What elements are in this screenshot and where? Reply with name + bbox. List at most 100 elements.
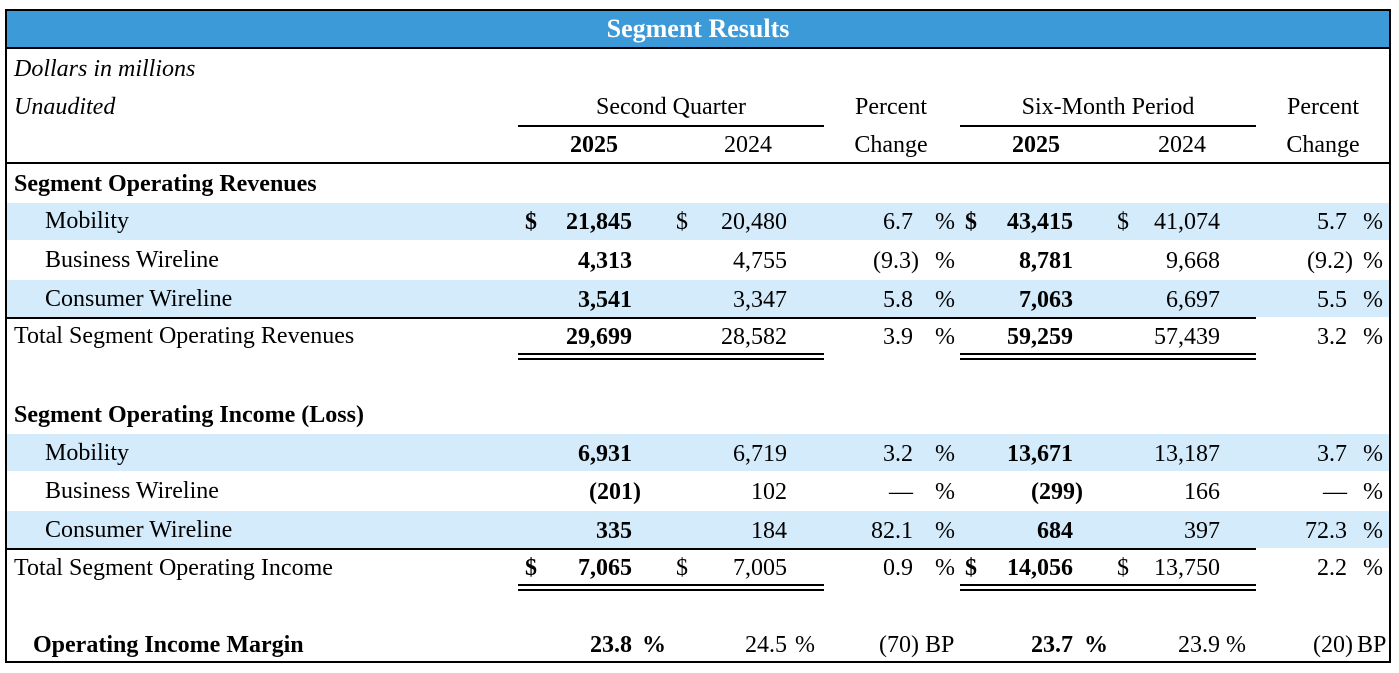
q-change-value: 6.7 bbox=[883, 209, 913, 235]
units-note: Dollars in millions bbox=[14, 56, 196, 82]
q-change-value: 3.2 bbox=[883, 441, 913, 467]
dollar-sign: $ bbox=[965, 555, 977, 581]
q-change-value: 0.9 bbox=[883, 555, 913, 581]
q2025-value: 7,065 bbox=[578, 555, 632, 581]
table-title: Segment Results bbox=[7, 11, 1389, 49]
basis-points-unit: BP bbox=[1357, 632, 1387, 658]
q2025-value: 6,931 bbox=[578, 441, 632, 467]
margin-label: Operating Income Margin bbox=[33, 632, 304, 658]
s2024-value: 57,439 bbox=[1154, 324, 1220, 350]
q2025-margin: 23.8 bbox=[590, 632, 632, 658]
percent-sign: % bbox=[1226, 632, 1246, 658]
dollar-sign: $ bbox=[525, 209, 537, 235]
row-label: Business Wireline bbox=[45, 478, 219, 504]
row-label: Consumer Wireline bbox=[45, 286, 233, 312]
percent-sign: % bbox=[935, 479, 955, 505]
q-year-2025: 2025 bbox=[570, 132, 618, 158]
s2025-value: 684 bbox=[1037, 518, 1073, 544]
double-rule bbox=[518, 353, 824, 360]
percent-sign: % bbox=[1363, 479, 1383, 505]
q2024-value: 4,755 bbox=[733, 248, 787, 274]
q2024-value: 28,582 bbox=[721, 324, 787, 350]
q2024-value: 6,719 bbox=[733, 441, 787, 467]
s2024-value: 397 bbox=[1184, 518, 1220, 544]
s-change-value: 5.5 bbox=[1317, 287, 1347, 313]
s2025-value: 8,781 bbox=[1019, 248, 1073, 274]
s2025-value: 13,671 bbox=[1007, 441, 1073, 467]
s-year-2025: 2025 bbox=[1012, 132, 1060, 158]
s-change-value: 72.3 bbox=[1305, 518, 1347, 544]
q-change-value: (9.3) bbox=[873, 248, 919, 274]
s2025-value: 7,063 bbox=[1019, 287, 1073, 313]
q-change-value: 82.1 bbox=[871, 518, 913, 544]
total-rule bbox=[7, 548, 1256, 550]
q2025-value: 3,541 bbox=[578, 287, 632, 313]
row-label: Consumer Wireline bbox=[45, 517, 233, 543]
q-change-header: Change bbox=[854, 132, 928, 158]
s2024-value: 41,074 bbox=[1154, 209, 1220, 235]
s-change-header: Change bbox=[1286, 132, 1360, 158]
s2025-value: 59,259 bbox=[1007, 324, 1073, 350]
q2024-margin: 24.5 bbox=[745, 632, 787, 658]
row-band bbox=[7, 434, 1389, 471]
s2024-value: 6,697 bbox=[1166, 287, 1220, 313]
s2025-value: 14,056 bbox=[1007, 555, 1073, 581]
percent-sign: % bbox=[935, 518, 955, 544]
percent-sign: % bbox=[935, 287, 955, 313]
q-change-value: — bbox=[889, 479, 913, 505]
row-label: Mobility bbox=[45, 440, 130, 466]
percent-sign: % bbox=[1363, 248, 1383, 274]
s2024-value: 166 bbox=[1184, 479, 1220, 505]
total-label: Total Segment Operating Revenues bbox=[14, 323, 355, 349]
double-rule bbox=[960, 353, 1256, 360]
s-change-value: 5.7 bbox=[1317, 209, 1347, 235]
s2024-margin: 23.9 bbox=[1178, 632, 1220, 658]
row-band bbox=[7, 280, 1389, 317]
q2024-value: 20,480 bbox=[721, 209, 787, 235]
six-month-header: Six-Month Period bbox=[1021, 94, 1195, 120]
s2024-value: 13,187 bbox=[1154, 441, 1220, 467]
s-change-value: (9.2) bbox=[1307, 248, 1353, 274]
header-rule bbox=[518, 125, 824, 127]
dollar-sign: $ bbox=[965, 209, 977, 235]
dollar-sign: $ bbox=[1117, 209, 1129, 235]
q2024-value: 184 bbox=[751, 518, 787, 544]
dollar-sign: $ bbox=[676, 209, 688, 235]
q2025-value: 21,845 bbox=[566, 209, 632, 235]
dollar-sign: $ bbox=[1117, 555, 1129, 581]
percent-sign: % bbox=[1363, 518, 1383, 544]
basis-points-unit: BP bbox=[925, 632, 955, 658]
percent-sign: % bbox=[935, 555, 955, 581]
s2025-margin: 23.7 bbox=[1031, 632, 1073, 658]
q2025-value: 29,699 bbox=[566, 324, 632, 350]
s2025-value: 43,415 bbox=[1007, 209, 1073, 235]
row-label: Mobility bbox=[45, 208, 130, 234]
percent-sign: % bbox=[1363, 287, 1383, 313]
header-rule bbox=[960, 125, 1256, 127]
header-divider bbox=[7, 162, 1389, 164]
percent-sign: % bbox=[935, 209, 955, 235]
percent-sign: % bbox=[1363, 555, 1383, 581]
s-percent-header: Percent bbox=[1287, 94, 1359, 120]
q-year-2024: 2024 bbox=[724, 132, 772, 158]
s2024-value: 13,750 bbox=[1154, 555, 1220, 581]
s-change-value: 2.2 bbox=[1317, 555, 1347, 581]
row-band bbox=[7, 203, 1389, 240]
q2024-value: 3,347 bbox=[733, 287, 787, 313]
s-change-value: 3.7 bbox=[1317, 441, 1347, 467]
dollar-sign: $ bbox=[525, 555, 537, 581]
total-label: Total Segment Operating Income bbox=[14, 555, 333, 581]
s-change-value: — bbox=[1323, 479, 1347, 505]
s-change-bp: (20) bbox=[1313, 632, 1353, 658]
revenues-heading: Segment Operating Revenues bbox=[14, 171, 317, 197]
dollar-sign: $ bbox=[676, 555, 688, 581]
q2024-value: 7,005 bbox=[733, 555, 787, 581]
percent-sign: % bbox=[935, 441, 955, 467]
percent-sign: % bbox=[935, 324, 955, 350]
double-rule bbox=[960, 584, 1256, 591]
q2025-value: 335 bbox=[596, 518, 632, 544]
s-year-2024: 2024 bbox=[1158, 132, 1206, 158]
percent-sign: % bbox=[935, 248, 955, 274]
q2025-value: 4,313 bbox=[578, 248, 632, 274]
percent-sign: % bbox=[642, 632, 666, 658]
